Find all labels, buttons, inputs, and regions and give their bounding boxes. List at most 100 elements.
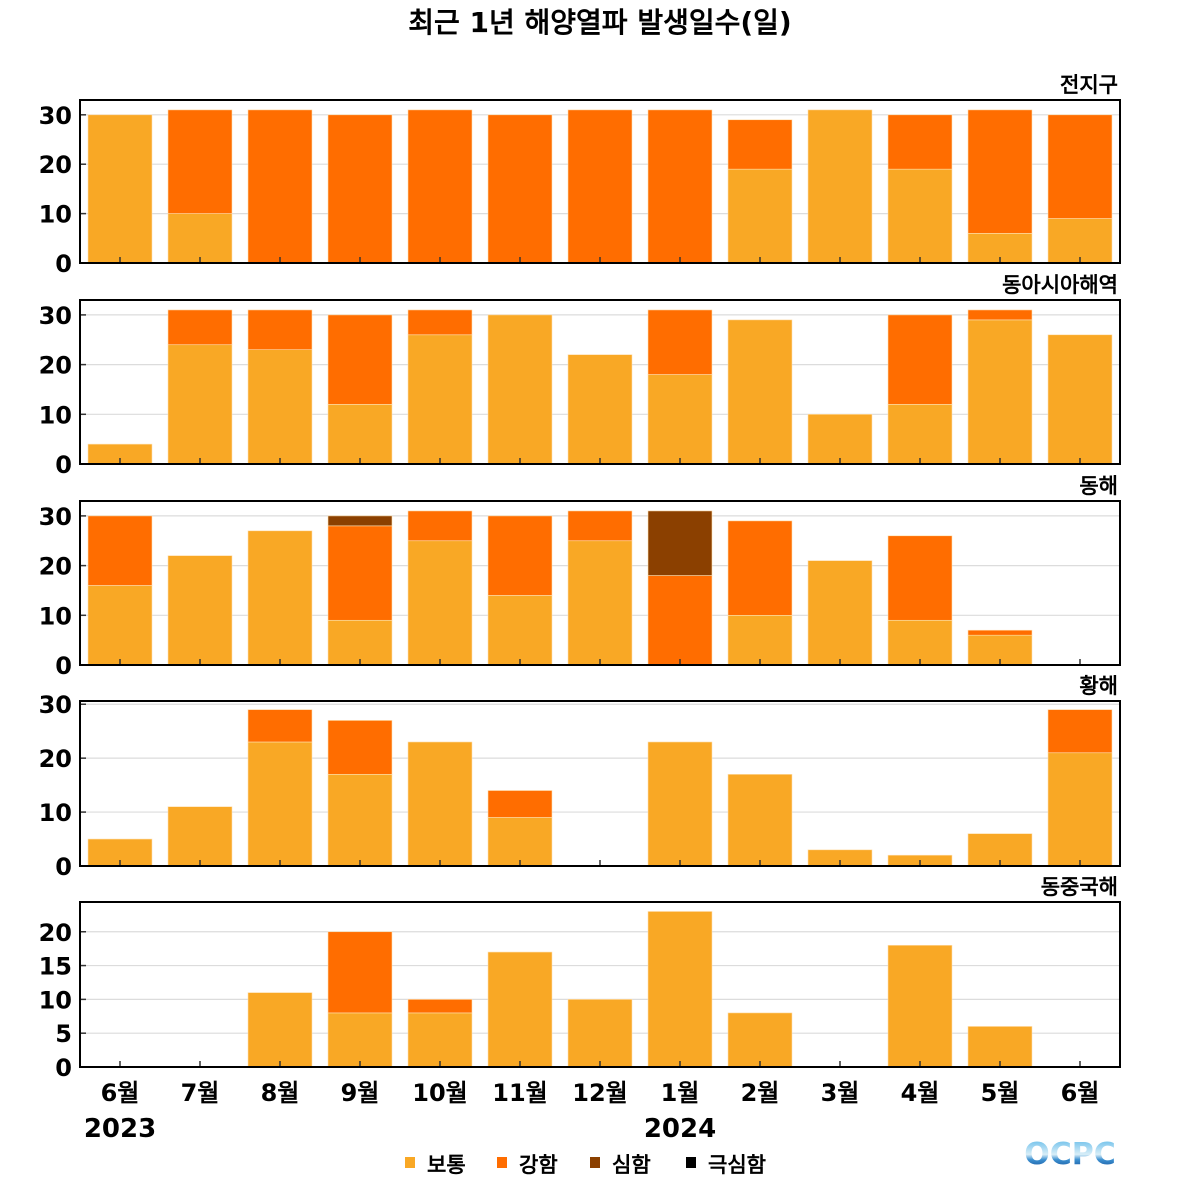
legend-label: 보통: [427, 1153, 466, 1177]
x-tick-label: 10월: [412, 1079, 467, 1107]
bar-강함-4월: [887, 535, 953, 621]
bar-보통-9월: [327, 1012, 393, 1068]
y-tick-label: 0: [55, 250, 72, 278]
y-tick-label: 15: [39, 953, 72, 981]
panel-frame: [79, 700, 1121, 867]
y-tick-label: 20: [39, 553, 72, 581]
bar-보통-11월: [487, 951, 553, 1068]
bar-강함-7월: [167, 309, 233, 346]
bar-강함-9월: [327, 931, 393, 1014]
bar-강함-12월: [567, 109, 633, 264]
x-tick-label: 9월: [341, 1079, 380, 1107]
legend-label: 강함: [519, 1153, 558, 1177]
bar-강함-1월: [647, 109, 713, 264]
bar-보통-3월: [807, 560, 873, 666]
bar-강함-2월: [727, 520, 793, 616]
panel-title: 황해: [1079, 674, 1118, 698]
y-tick-label: 10: [39, 799, 72, 827]
panel-5: 동중국해 0 5 10 15 20: [39, 875, 1121, 1082]
x-tick-label: 3월: [821, 1079, 860, 1107]
bar-보통-8월: [247, 530, 313, 666]
panel-title: 전지구: [1060, 73, 1118, 97]
bar-보통-1월: [647, 374, 713, 465]
bar-강함-1월: [647, 309, 713, 375]
panel-title: 동아시아해역: [1002, 273, 1118, 297]
bar-보통-10월: [407, 1012, 473, 1068]
panel-1: 전지구 0 10 20 30: [39, 73, 1121, 278]
y-tick-label: 10: [39, 401, 72, 429]
bar-강함-11월: [487, 515, 553, 596]
x-tick-label: 6월: [1061, 1079, 1100, 1107]
bar-강함-11월: [487, 790, 553, 818]
x-tick-label: 6월: [101, 1079, 140, 1107]
y-tick-label: 20: [39, 151, 72, 179]
bar-보통-5월: [967, 319, 1033, 465]
bar-심함-1월: [647, 510, 713, 576]
x-axis: 6월 7월 8월 9월 10월 11월 12월 1월 2월 3월 4월 5월 6월 2023 2024: [84, 1079, 1100, 1144]
bar-보통-9월: [327, 774, 393, 867]
bar-강함-6월: [1047, 709, 1113, 754]
bar-보통-1월: [647, 911, 713, 1068]
bar-강함-4월: [887, 314, 953, 405]
panel-3: 동해 0 10 20 30: [39, 474, 1121, 680]
y-tick-label: 30: [39, 503, 72, 531]
y-tick-label: 10: [39, 986, 72, 1014]
bar-강함-1월: [647, 575, 713, 666]
bar-강함-10월: [407, 309, 473, 336]
bar-강함-9월: [327, 525, 393, 621]
bar-강함-5월: [967, 109, 1033, 234]
y-tick-label: 0: [55, 652, 72, 680]
x-tick-label: 12월: [572, 1079, 627, 1107]
bar-강함-8월: [247, 709, 313, 743]
bar-보통-10월: [407, 540, 473, 666]
y-tick-label: 5: [55, 1020, 72, 1048]
bar-강함-9월: [327, 720, 393, 775]
bar-강함-12월: [567, 510, 633, 542]
bar-보통-8월: [247, 349, 313, 465]
bar-보통-8월: [247, 741, 313, 867]
y-tick-label: 0: [55, 451, 72, 479]
bar-보통-8월: [247, 992, 313, 1068]
bar-강함-2월: [727, 119, 793, 170]
bar-보통-6월: [87, 585, 153, 666]
legend-swatch: [686, 1157, 696, 1168]
y-tick-label: 0: [55, 853, 72, 881]
bar-강함-10월: [407, 999, 473, 1014]
bar-강함-9월: [327, 114, 393, 264]
bar-강함-10월: [407, 510, 473, 542]
x-tick-label: 11월: [492, 1079, 547, 1107]
legend-swatch: [405, 1157, 415, 1168]
bar-강함-6월: [1047, 114, 1113, 219]
bar-보통-6월: [87, 114, 153, 264]
year-label: 2024: [644, 1114, 716, 1144]
ocpc-logo: OCPC: [1024, 1137, 1116, 1172]
bar-보통-10월: [407, 741, 473, 867]
panel-title: 동중국해: [1041, 875, 1118, 899]
panel-frame: [79, 901, 1121, 1068]
panels: 전지구 0 10 20 30 동아시아해역 0 10 20 30 동해 0 10 20 30 황해 0 10 20 3…: [39, 73, 1121, 1082]
panel-2: 동아시아해역 0 10 20 30: [39, 273, 1121, 479]
bar-보통-4월: [887, 619, 953, 666]
bar-보통-4월: [887, 944, 953, 1068]
x-tick-label: 8월: [261, 1079, 300, 1107]
y-tick-label: 10: [39, 602, 72, 630]
y-tick-label: 20: [39, 919, 72, 947]
bar-보통-12월: [567, 354, 633, 465]
bar-강함-8월: [247, 109, 313, 264]
bar-강함-5월: [967, 629, 1033, 636]
panel-title: 동해: [1079, 474, 1118, 498]
legend-label: 심함: [612, 1153, 651, 1177]
bar-강함-4월: [887, 114, 953, 170]
bar-보통-6월: [1047, 218, 1113, 264]
bar-보통-2월: [727, 1012, 793, 1068]
legend-label: 극심함: [708, 1153, 766, 1177]
y-tick-label: 30: [39, 302, 72, 330]
year-label: 2023: [84, 1114, 156, 1144]
bar-강함-11월: [487, 114, 553, 264]
panel-frame: [79, 500, 1121, 666]
bar-보통-10월: [407, 334, 473, 465]
bar-강함-5월: [967, 309, 1033, 321]
panel-4: 황해 0 10 20 30: [39, 674, 1121, 881]
bar-보통-3월: [807, 414, 873, 465]
bar-강함-9월: [327, 314, 393, 405]
